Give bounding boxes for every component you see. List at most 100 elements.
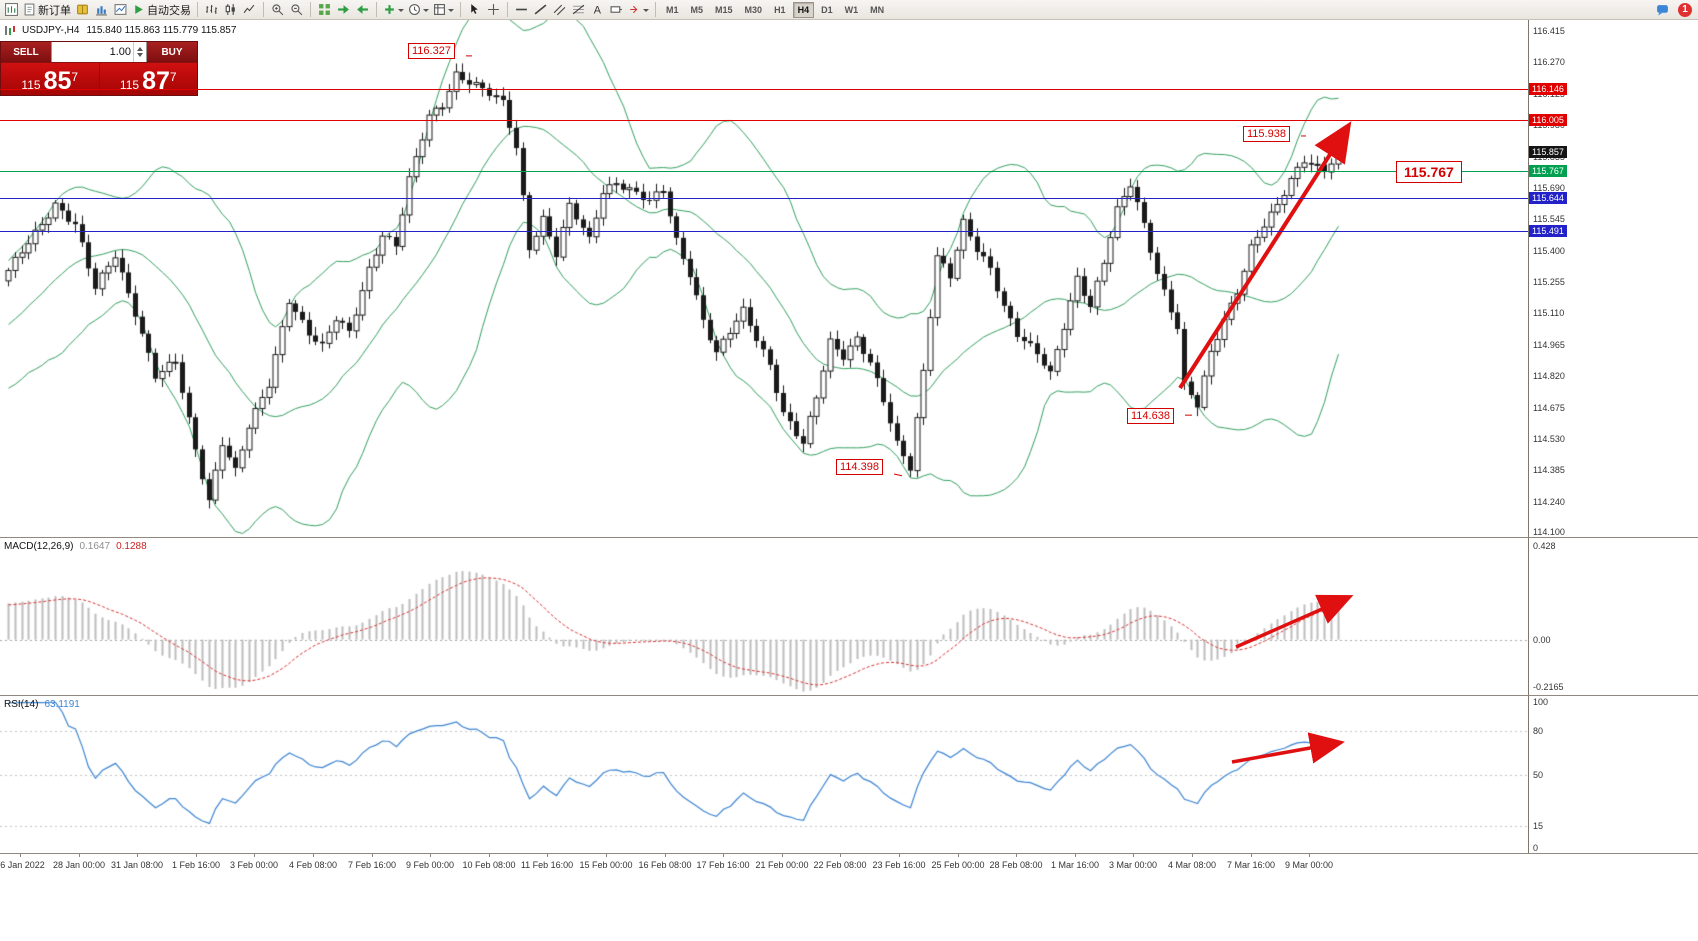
fibo-tool-icon	[572, 3, 585, 16]
data-window-button[interactable]	[111, 1, 130, 19]
time-axis-label: 23 Feb 16:00	[872, 860, 926, 870]
time-tick	[899, 854, 900, 857]
label-tool-button[interactable]	[607, 1, 626, 19]
channel-tool-icon	[553, 3, 566, 16]
rsi-axis-label: 0	[1533, 843, 1539, 853]
volume-value[interactable]: 1.00	[109, 46, 131, 58]
rsi-axis[interactable]: 100 80 50 15 0	[1528, 696, 1698, 853]
price-callout[interactable]: 116.327	[408, 43, 455, 59]
price-axis[interactable]: 116.415116.270116.125115.980115.835115.6…	[1528, 20, 1698, 537]
timeframe-h4[interactable]: H4	[792, 1, 815, 18]
hline-tool-button[interactable]	[512, 1, 531, 19]
price-callout[interactable]: 115.938	[1243, 126, 1290, 142]
cursor-button[interactable]	[465, 1, 484, 19]
horizontal-line-115.644[interactable]	[0, 198, 1528, 199]
zoom-in-icon	[271, 3, 284, 16]
periods-button[interactable]	[406, 1, 431, 19]
text-tool-button[interactable]: A	[588, 1, 607, 19]
time-axis[interactable]: 26 Jan 2022 28 Jan 00:00 31 Jan 08:00 1 Feb…	[0, 853, 1698, 875]
market-watch-button[interactable]	[92, 1, 111, 19]
chart-shift-icon	[356, 3, 369, 16]
candlestick-button[interactable]	[221, 1, 240, 19]
volume-spinner[interactable]	[133, 42, 146, 62]
time-tick	[254, 854, 255, 857]
price-annotation[interactable]: 115.767	[1396, 161, 1462, 183]
timeframe-m5[interactable]: M5	[690, 4, 704, 15]
price-tag-red: 116.146	[1529, 83, 1567, 96]
volume-down-arrow[interactable]	[137, 53, 143, 60]
panel-separator[interactable]	[0, 695, 1698, 696]
toolbar-group	[465, 1, 503, 19]
bar-chart-button[interactable]	[202, 1, 221, 19]
toolbar-separator	[310, 2, 311, 17]
fibo-tool-button[interactable]	[569, 1, 588, 19]
sell-button[interactable]: SELL	[1, 42, 51, 62]
time-tick	[430, 854, 431, 857]
timeframe-w1[interactable]: W1	[844, 4, 859, 15]
buy-button[interactable]: BUY	[147, 42, 197, 62]
price-axis-label: 114.100	[1533, 527, 1565, 537]
timeframe-m30[interactable]: M30	[744, 4, 763, 15]
chart-window-button[interactable]	[2, 1, 21, 19]
price-callout[interactable]: 114.638	[1127, 408, 1174, 424]
price-axis-label: 115.545	[1533, 214, 1565, 225]
toolbar-group	[202, 1, 259, 19]
rsi-chart[interactable]	[0, 696, 1528, 853]
horizontal-line-115.767[interactable]	[0, 171, 1528, 172]
horizontal-line-115.491[interactable]	[0, 231, 1528, 232]
ledger-button[interactable]	[73, 1, 92, 19]
autotrading-label: 自动交易	[147, 4, 191, 17]
time-tick	[958, 854, 959, 857]
tile-windows-button[interactable]	[315, 1, 334, 19]
price-callout[interactable]: 114.398	[836, 459, 883, 475]
time-tick	[489, 854, 490, 857]
time-axis-label: 1 Feb 16:00	[171, 860, 221, 870]
macd-axis-label: 0.428	[1533, 541, 1556, 551]
time-axis-label: 31 Jan 08:00	[110, 860, 164, 870]
panel-separator[interactable]	[0, 537, 1698, 538]
timeframe-mn[interactable]: MN	[870, 4, 885, 15]
zoom-in-button[interactable]	[268, 1, 287, 19]
timeframe-group: M1 M5 M15 M30 H1 H4 D1 W1 MN	[660, 1, 890, 18]
auto-scroll-button[interactable]	[334, 1, 353, 19]
channel-tool-button[interactable]	[550, 1, 569, 19]
sell-price[interactable]: 115 85 7	[1, 63, 99, 95]
messages-button[interactable]	[1653, 1, 1672, 19]
rsi-axis-label: 15	[1533, 821, 1544, 832]
timeframe-m15[interactable]: M15	[715, 4, 733, 15]
timeframe-m1[interactable]: M1	[666, 4, 679, 15]
buy-price[interactable]: 115 87 7	[99, 63, 197, 95]
macd-chart[interactable]	[0, 538, 1528, 695]
indicators-button[interactable]	[381, 1, 406, 19]
time-axis-label: 1 Mar 16:00	[1050, 860, 1100, 870]
timeframe-d1[interactable]: D1	[821, 4, 833, 15]
time-axis-label: 9 Mar 00:00	[1284, 860, 1334, 870]
horizontal-line-116.146[interactable]	[0, 89, 1528, 90]
new-order-button[interactable]: 新订单	[21, 1, 73, 19]
line-chart-button[interactable]	[240, 1, 259, 19]
macd-panel[interactable]: MACD(12,26,9) 0.1647 0.1288 0.428 0.00 -0.…	[0, 538, 1698, 695]
main-chart-panel[interactable]: USDJPY-,H4 115.840 115.863 115.779 115.8…	[0, 20, 1698, 537]
volume-up-arrow[interactable]	[137, 44, 143, 51]
horizontal-line-116.005[interactable]	[0, 120, 1528, 121]
timeframe-h1[interactable]: H1	[774, 4, 786, 15]
time-tick	[137, 854, 138, 857]
candlestick-chart[interactable]	[0, 20, 1528, 537]
macd-axis[interactable]: 0.428 0.00 -0.2165	[1528, 538, 1698, 695]
trendline-tool-button[interactable]	[531, 1, 550, 19]
time-axis-label: 3 Mar 00:00	[1108, 860, 1158, 870]
price-axis-label: 114.675	[1533, 402, 1565, 413]
notification-badge[interactable]: 1	[1678, 2, 1692, 17]
shapes-tool-button[interactable]	[626, 1, 651, 19]
templates-icon	[433, 3, 446, 16]
crosshair-button[interactable]	[484, 1, 503, 19]
chart-shift-button[interactable]	[353, 1, 372, 19]
toolbar-separator	[376, 2, 377, 17]
volume-field[interactable]: 1.00	[51, 42, 147, 62]
rsi-panel[interactable]: RSI(14) 63.1191 100 80 50 15 0	[0, 696, 1698, 853]
time-tick	[840, 854, 841, 857]
zoom-out-button[interactable]	[287, 1, 306, 19]
templates-button[interactable]	[431, 1, 456, 19]
toolbar-group: 新订单 自动交易	[2, 1, 193, 19]
autotrading-button[interactable]: 自动交易	[130, 1, 193, 19]
